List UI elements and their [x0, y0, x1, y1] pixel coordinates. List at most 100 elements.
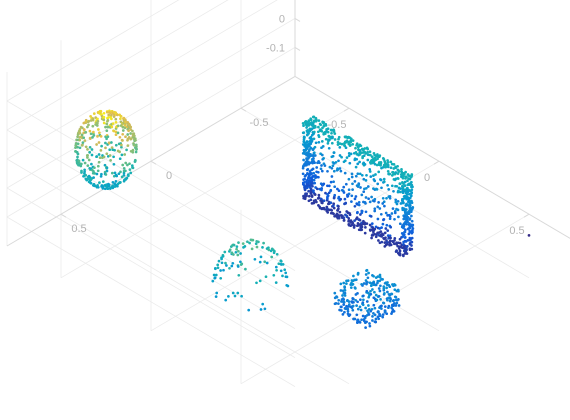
- scatter-point: [388, 172, 392, 176]
- scatter-point: [317, 135, 321, 139]
- scatter-point: [326, 211, 330, 214]
- scatter-point: [343, 171, 347, 175]
- scatter-point: [379, 160, 383, 164]
- scatter-point: [348, 161, 352, 165]
- scatter-point: [382, 287, 386, 290]
- scatter-point: [112, 155, 115, 159]
- scatter-point: [342, 216, 346, 220]
- scatter-point: [350, 200, 353, 203]
- scatter-point: [403, 230, 407, 234]
- scatter-point: [376, 157, 379, 161]
- scatter-point: [411, 185, 414, 189]
- scatter-point: [320, 153, 324, 157]
- scatter-point: [115, 113, 119, 117]
- scatter-point: [353, 180, 357, 183]
- scatter-point: [320, 169, 324, 173]
- scatter-point: [109, 159, 112, 162]
- scatter-point: [368, 200, 372, 204]
- scatter-point: [96, 119, 100, 123]
- scatter-point: [332, 169, 336, 173]
- scatter-point: [97, 141, 101, 144]
- scatter-point: [239, 252, 242, 255]
- scatter-point: [396, 164, 399, 168]
- scatter-point: [379, 212, 383, 216]
- scatter-point: [84, 145, 88, 149]
- scatter-point: [95, 143, 98, 146]
- scatter-point: [381, 165, 385, 169]
- scatter-point: [91, 136, 94, 139]
- scatter-point: [129, 132, 132, 135]
- scatter-point: [93, 166, 96, 170]
- scatter-point: [380, 304, 383, 308]
- scatter-point: [124, 120, 127, 124]
- scatter-point: [403, 180, 407, 184]
- scatter-point: [362, 190, 366, 194]
- scatter-point: [86, 125, 89, 129]
- scatter-point: [216, 263, 220, 267]
- scatter-point: [130, 164, 134, 167]
- scatter-point: [303, 188, 307, 192]
- scatter-point: [124, 135, 127, 139]
- scatter-point: [359, 144, 363, 148]
- scatter-point: [369, 153, 372, 157]
- scatter-point: [364, 326, 367, 329]
- scatter-point: [286, 284, 290, 288]
- scatter-point: [358, 160, 361, 164]
- scatter-point: [393, 211, 397, 215]
- scatter-point: [383, 292, 386, 295]
- scatter-point: [120, 143, 123, 147]
- scatter-point: [315, 200, 318, 204]
- scatter-point: [338, 167, 342, 170]
- scatter-point: [354, 174, 358, 178]
- scatter-point: [302, 131, 306, 134]
- scatter-point: [239, 260, 242, 264]
- scatter-point: [303, 177, 307, 181]
- scatter-point: [332, 202, 336, 206]
- scatter-point: [356, 162, 360, 166]
- scatter-point: [115, 174, 119, 178]
- scatter-point: [397, 289, 400, 293]
- scatter-point: [342, 191, 346, 194]
- scatter-point: [309, 118, 313, 122]
- scatter-point: [356, 172, 360, 176]
- scatter-point: [105, 166, 109, 170]
- scatter-point: [88, 151, 92, 154]
- scatter-point: [347, 303, 351, 306]
- x-tick: [343, 107, 350, 112]
- scatter-point: [396, 199, 400, 203]
- scatter-point: [129, 171, 133, 175]
- grid-line-y: [150, 160, 440, 332]
- scatter-point: [398, 253, 402, 257]
- scatter-point: [236, 291, 240, 295]
- scatter-point: [358, 218, 362, 222]
- scatter-point: [350, 172, 354, 176]
- scatter-point: [95, 155, 99, 158]
- scatter-point: [360, 318, 363, 322]
- scatter-point: [98, 181, 101, 184]
- scatter-point: [324, 137, 328, 141]
- scatter-point: [303, 197, 307, 201]
- scatter-point: [323, 164, 327, 167]
- scatter-point: [317, 196, 321, 200]
- scatter-point: [131, 148, 135, 152]
- scatter-point: [328, 138, 331, 142]
- scatter-point: [373, 197, 377, 201]
- scatter-point: [383, 204, 386, 208]
- scatter-point: [364, 226, 367, 229]
- scatter-point: [394, 304, 398, 307]
- scatter-point: [332, 206, 336, 210]
- scatter-point: [86, 154, 89, 157]
- scatter-point: [322, 157, 325, 160]
- scatter-point: [312, 151, 316, 155]
- scatter-point: [365, 222, 369, 225]
- scatter-point: [370, 195, 373, 199]
- scatter-point: [93, 172, 96, 175]
- scatter-point: [357, 200, 361, 204]
- scatter-point: [347, 188, 351, 192]
- scatter-point: [220, 261, 224, 265]
- scatter-point: [353, 197, 357, 201]
- scatter-point: [259, 308, 263, 311]
- scatter-point: [132, 132, 136, 135]
- scatter-point: [356, 271, 360, 275]
- scatter-point: [371, 288, 374, 291]
